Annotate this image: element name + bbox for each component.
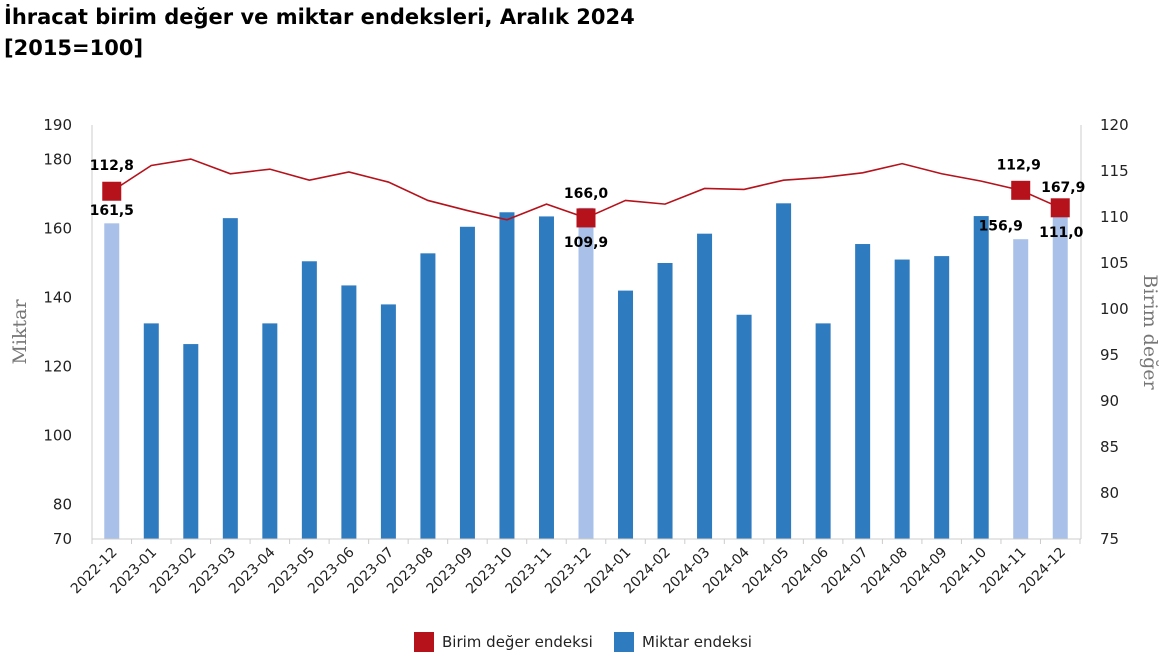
bar-2024-07 [855, 244, 871, 539]
y-right-axis-title: Birim değer [1139, 274, 1161, 390]
legend-label: Birim değer endeksi [442, 633, 593, 651]
bar-series [104, 201, 1068, 540]
y-right-tick-label: 115 [1100, 162, 1129, 180]
legend-label: Miktar endeksi [642, 633, 752, 651]
bar-2024-02 [657, 263, 673, 539]
bar-2023-08 [420, 253, 436, 539]
legend-swatch [414, 632, 434, 652]
bar-data-label: 166,0 [564, 186, 609, 202]
y-left-axis: 70 80 100 120 140 160 180 190 [43, 116, 93, 548]
y-left-axis-title: Miktar [9, 299, 31, 365]
line-marker-2022-12 [102, 181, 122, 201]
y-left-tick-label: 80 [53, 496, 72, 514]
y-right-tick-label: 80 [1100, 484, 1119, 502]
line-data-label: 111,0 [1039, 225, 1084, 241]
line-marker-2023-12 [576, 208, 596, 228]
y-right-tick-label: 100 [1100, 300, 1129, 318]
bar-2023-10 [499, 212, 515, 539]
bar-2023-03 [222, 218, 238, 539]
y-right-tick-label: 85 [1100, 438, 1119, 456]
bar-2022-12 [104, 223, 120, 539]
bar-2023-09 [459, 226, 475, 539]
bar-2024-08 [894, 259, 910, 539]
bar-2024-01 [618, 290, 634, 539]
bar-2024-10 [973, 216, 989, 539]
y-right-tick-label: 75 [1100, 530, 1119, 548]
y-left-tick-label: 100 [43, 427, 72, 445]
line-data-label: 112,8 [90, 158, 134, 174]
chart-title: İhracat birim değer ve miktar endeksleri… [4, 5, 635, 29]
bar-2023-11 [538, 216, 554, 540]
bar-data-label: 167,9 [1041, 180, 1085, 196]
bar-2023-07 [380, 304, 396, 539]
bar-2024-05 [776, 203, 792, 539]
y-right-tick-label: 105 [1100, 254, 1129, 272]
data-labels: 112,8 161,5 109,9 166,0 112,9 156,9 111,0 167,9 [90, 157, 1086, 251]
line-marker-2024-12 [1050, 198, 1070, 218]
y-left-tick-label: 70 [53, 530, 72, 548]
bar-2024-04 [736, 314, 752, 539]
line-data-label: 109,9 [564, 235, 608, 251]
y-right-tick-label: 120 [1100, 116, 1129, 134]
y-left-tick-label: 140 [43, 289, 72, 307]
bar-2023-01 [143, 323, 159, 539]
chart-subtitle: [2015=100] [4, 36, 144, 60]
bar-2023-06 [341, 285, 357, 539]
bar-2024-06 [815, 323, 831, 539]
bar-2024-09 [934, 256, 950, 539]
y-left-tick-label: 120 [43, 358, 72, 376]
bar-2023-04 [262, 323, 278, 539]
y-left-tick-label: 160 [43, 220, 72, 238]
line-data-label: 112,9 [997, 157, 1041, 173]
bar-2023-05 [301, 261, 317, 539]
y-left-tick-label: 180 [43, 151, 72, 169]
bar-2023-02 [183, 344, 199, 539]
bar-2024-12 [1052, 201, 1068, 539]
bar-2024-03 [697, 233, 713, 540]
y-right-axis: 75 80 85 90 95 100 105 110 115 120 [1080, 116, 1129, 548]
bar-2023-12 [578, 207, 594, 540]
y-left-tick-label: 190 [43, 116, 72, 134]
y-right-tick-label: 90 [1100, 392, 1119, 410]
line-series [102, 158, 1070, 228]
bar-2024-11 [1013, 239, 1029, 539]
y-right-tick-label: 95 [1100, 346, 1119, 364]
title-block: İhracat birim değer ve miktar endeksleri… [4, 2, 635, 64]
bar-data-label: 161,5 [90, 203, 134, 219]
bar-data-label: 156,9 [979, 218, 1023, 234]
y-right-tick-label: 110 [1100, 208, 1129, 226]
legend: Birim değer endeksi Miktar endeksi [414, 632, 752, 652]
line-marker-2024-11 [1011, 180, 1031, 200]
x-axis: 2022-122023-012023-022023-032023-042023-… [68, 538, 1081, 597]
legend-swatch [614, 632, 634, 652]
